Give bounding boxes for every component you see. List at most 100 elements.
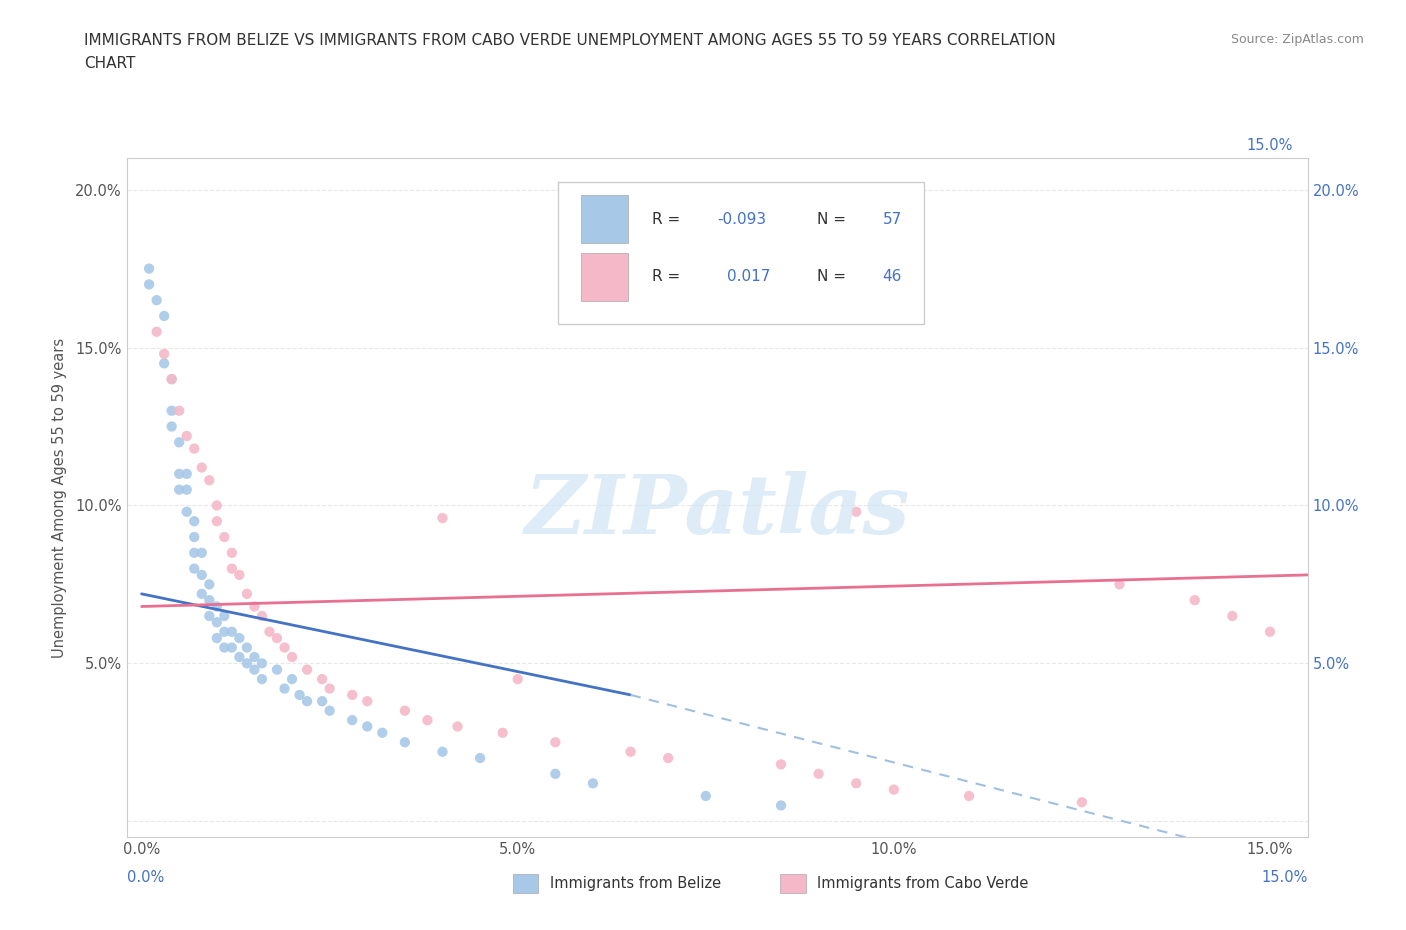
Point (1258, 624, 1281, 639)
Point (228, 567, 250, 582)
Point (1220, 608, 1243, 623)
Point (167, 467, 190, 482)
Point (205, 631, 228, 645)
Bar (581, 253, 628, 300)
Point (432, 511, 454, 525)
Text: 15.0%: 15.0% (1261, 870, 1308, 884)
Point (957, 789, 980, 804)
Point (228, 631, 250, 645)
Point (183, 561, 205, 576)
Point (281, 671, 304, 686)
Point (138, 277, 160, 292)
Point (198, 608, 221, 623)
Point (221, 545, 243, 560)
Point (183, 545, 205, 560)
Point (243, 649, 266, 664)
Y-axis label: Unemployment Among Ages 55 to 59 years: Unemployment Among Ages 55 to 59 years (52, 338, 66, 658)
Text: -0.093: -0.093 (717, 212, 766, 227)
Point (371, 725, 394, 740)
Point (619, 744, 641, 759)
Point (807, 766, 830, 781)
Point (167, 404, 190, 418)
Text: 0.017: 0.017 (727, 270, 770, 285)
Point (236, 640, 259, 655)
Point (221, 640, 243, 655)
Text: 57: 57 (883, 212, 901, 227)
Text: N =: N = (817, 212, 851, 227)
Point (769, 798, 792, 813)
Point (183, 513, 205, 528)
Point (221, 624, 243, 639)
Point (243, 599, 266, 614)
Point (281, 649, 304, 664)
Point (311, 694, 333, 709)
Point (356, 719, 378, 734)
Point (432, 744, 454, 759)
Point (198, 577, 221, 591)
Point (883, 782, 905, 797)
FancyBboxPatch shape (558, 182, 924, 325)
Point (138, 261, 160, 276)
Point (394, 703, 416, 718)
Point (176, 429, 198, 444)
Point (295, 694, 318, 709)
Point (205, 599, 228, 614)
Text: CHART: CHART (84, 56, 136, 71)
Point (236, 656, 259, 671)
Text: 0.0%: 0.0% (127, 870, 163, 884)
Point (342, 712, 364, 727)
Point (342, 687, 364, 702)
Point (214, 624, 236, 639)
Point (769, 757, 792, 772)
Point (214, 640, 236, 655)
Text: R =: R = (652, 270, 685, 285)
Point (153, 347, 176, 362)
Point (191, 567, 214, 582)
Point (153, 356, 176, 371)
Text: R =: R = (652, 212, 685, 227)
Point (544, 735, 567, 750)
Point (544, 766, 567, 781)
Point (214, 608, 236, 623)
Point (236, 587, 259, 602)
Point (183, 441, 205, 456)
Point (446, 719, 468, 734)
Point (1070, 795, 1092, 810)
Point (356, 694, 378, 709)
Point (198, 472, 221, 487)
Point (160, 404, 183, 418)
Point (160, 372, 183, 387)
Point (198, 592, 221, 607)
Point (205, 615, 228, 630)
Point (176, 504, 198, 519)
Point (492, 725, 515, 740)
Point (288, 687, 311, 702)
Text: Immigrants from Cabo Verde: Immigrants from Cabo Verde (817, 876, 1028, 891)
Point (273, 681, 295, 696)
Point (266, 662, 288, 677)
Point (250, 608, 273, 623)
Text: N =: N = (817, 270, 851, 285)
Point (228, 649, 250, 664)
Point (191, 545, 214, 560)
Point (394, 735, 416, 750)
Point (657, 751, 679, 765)
Point (205, 498, 228, 512)
Point (1184, 592, 1206, 607)
Point (221, 561, 243, 576)
Text: Immigrants from Belize: Immigrants from Belize (550, 876, 721, 891)
Point (506, 671, 529, 686)
Point (191, 587, 214, 602)
Point (145, 325, 167, 339)
Point (153, 309, 176, 324)
Text: IMMIGRANTS FROM BELIZE VS IMMIGRANTS FROM CABO VERDE UNEMPLOYMENT AMONG AGES 55 : IMMIGRANTS FROM BELIZE VS IMMIGRANTS FRO… (84, 33, 1056, 47)
Point (311, 671, 333, 686)
Point (416, 712, 439, 727)
Text: 46: 46 (883, 270, 901, 285)
Point (145, 293, 167, 308)
Point (191, 460, 214, 475)
Point (318, 681, 340, 696)
Point (167, 483, 190, 498)
Point (582, 776, 605, 790)
Point (160, 419, 183, 434)
